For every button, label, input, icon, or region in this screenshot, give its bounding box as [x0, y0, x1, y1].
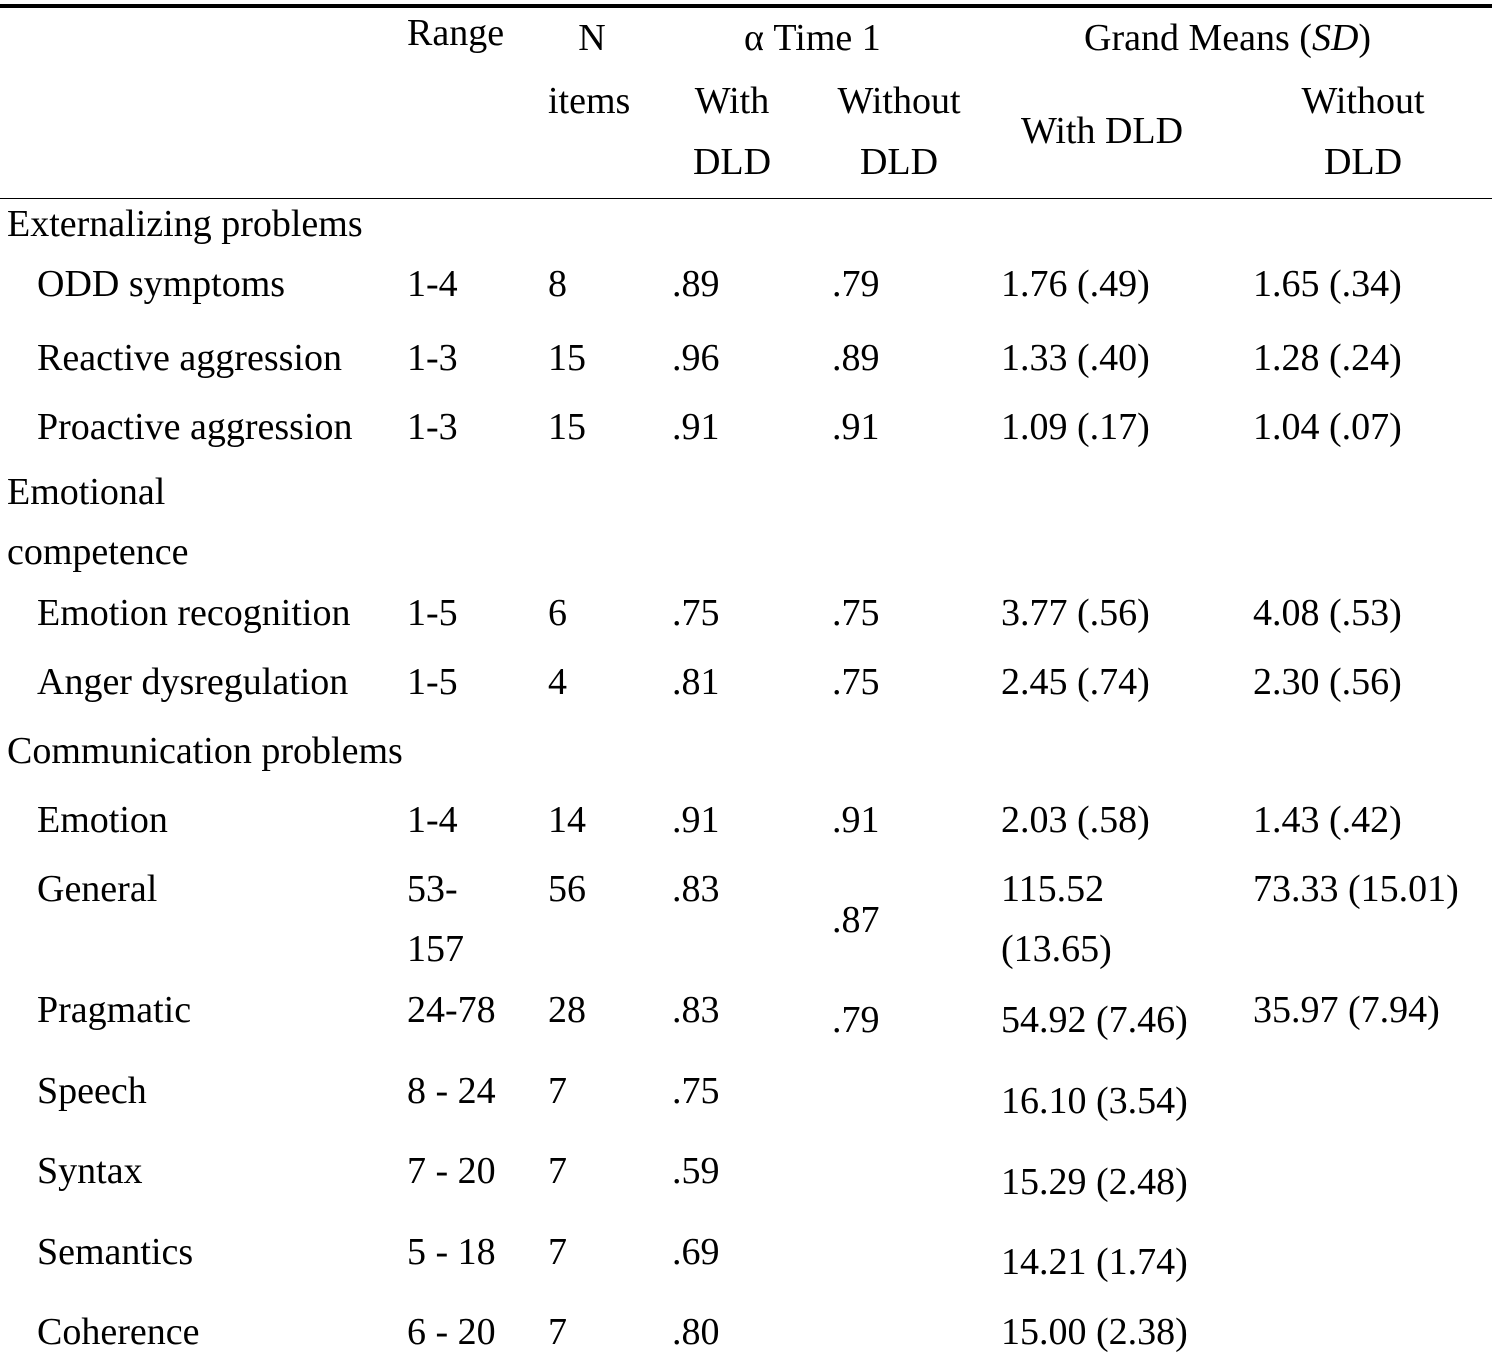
header-means-without-2: DLD [1323, 141, 1403, 183]
row-range: 1-4 [407, 263, 458, 305]
row-mean-with: 1.33 (.40) [1001, 337, 1150, 379]
row-label: Anger dysregulation [37, 661, 349, 703]
header-n-items-2: items [548, 80, 631, 122]
row-alpha-without: .79 [832, 263, 880, 305]
row-mean-without: 35.97 (7.94) [1253, 989, 1440, 1031]
row-alpha-without: .75 [832, 661, 880, 703]
table-top-rule [0, 4, 1492, 8]
header-alpha-time1: α Time 1 [744, 17, 881, 59]
section-title-line2: competence [7, 531, 189, 573]
header-means-without-1: Without [1301, 80, 1425, 122]
row-mean-with: 15.29 (2.48) [1001, 1161, 1188, 1203]
row-alpha-without: .89 [832, 337, 880, 379]
header-alpha-with-2: DLD [692, 141, 772, 183]
row-mean-with: 15.00 (2.38) [1001, 1311, 1188, 1353]
row-n: 6 [548, 592, 567, 634]
header-range: Range [407, 12, 505, 54]
row-mean-with: 2.03 (.58) [1001, 799, 1150, 841]
section-title-line1: Emotional [7, 471, 166, 513]
row-range: 1-5 [407, 592, 458, 634]
row-n: 7 [548, 1311, 567, 1353]
header-grand-means-prefix: Grand Means ( [1084, 17, 1312, 59]
header-grand-means-sd: SD [1311, 17, 1359, 59]
section-title: Communication problems [7, 730, 403, 772]
row-label: Emotion recognition [37, 592, 351, 634]
row-range: 1-4 [407, 799, 458, 841]
row-n: 15 [548, 406, 586, 448]
row-alpha-with: .91 [672, 406, 720, 448]
row-n: 7 [548, 1070, 567, 1112]
row-label: ODD symptoms [37, 263, 286, 305]
row-n: 7 [548, 1150, 567, 1192]
row-mean-without: 2.30 (.56) [1253, 661, 1402, 703]
row-alpha-without: .87 [832, 899, 880, 941]
row-alpha-with: .75 [672, 592, 720, 634]
row-alpha-with: .75 [672, 1070, 720, 1112]
row-range: 1-5 [407, 661, 458, 703]
row-mean-with: 1.76 (.49) [1001, 263, 1150, 305]
row-mean-with-line2: (13.65) [1001, 928, 1112, 970]
row-label: Pragmatic [37, 989, 192, 1031]
header-n-items-1: N [578, 17, 606, 59]
row-mean-with: 14.21 (1.74) [1001, 1241, 1188, 1283]
row-alpha-with: .69 [672, 1231, 720, 1273]
row-mean-without: 73.33 (15.01) [1253, 868, 1459, 910]
row-alpha-with: .96 [672, 337, 720, 379]
header-grand-means: Grand Means (SD) [1084, 8, 1371, 68]
table-header-rule [0, 198, 1492, 199]
row-label: Emotion [37, 799, 168, 841]
row-range: 7 - 20 [407, 1150, 496, 1192]
row-range: 1-3 [407, 406, 458, 448]
row-mean-without: 1.04 (.07) [1253, 406, 1402, 448]
row-n: 28 [548, 989, 586, 1031]
row-range-line2: 157 [407, 928, 464, 970]
header-alpha-with-1: With [694, 80, 770, 122]
row-n: 7 [548, 1231, 567, 1273]
row-label: Syntax [37, 1150, 143, 1192]
header-grand-means-suffix: ) [1358, 17, 1372, 59]
header-alpha-without-2: DLD [859, 141, 939, 183]
row-label: Coherence [37, 1311, 200, 1353]
row-n: 56 [548, 868, 586, 910]
row-n: 14 [548, 799, 586, 841]
row-label: Speech [37, 1070, 147, 1112]
row-mean-without: 4.08 (.53) [1253, 592, 1402, 634]
row-alpha-with: .91 [672, 799, 720, 841]
row-n: 8 [548, 263, 567, 305]
row-mean-with: 3.77 (.56) [1001, 592, 1150, 634]
row-alpha-without: .79 [832, 999, 880, 1041]
row-n: 4 [548, 661, 567, 703]
row-label: Proactive aggression [37, 406, 353, 448]
row-range: 6 - 20 [407, 1311, 496, 1353]
row-mean-without: 1.28 (.24) [1253, 337, 1402, 379]
row-mean-without: 1.65 (.34) [1253, 263, 1402, 305]
row-range: 5 - 18 [407, 1231, 496, 1273]
row-label: General [37, 868, 158, 910]
row-alpha-with: .89 [672, 263, 720, 305]
row-mean-with: 1.09 (.17) [1001, 406, 1150, 448]
header-alpha-without-1: Without [837, 80, 961, 122]
row-alpha-with: .59 [672, 1150, 720, 1192]
row-alpha-without: .91 [832, 406, 880, 448]
row-range-line1: 53- [407, 868, 458, 910]
row-mean-with-line1: 115.52 [1001, 868, 1105, 910]
row-alpha-with: .83 [672, 868, 720, 910]
row-mean-with: 2.45 (.74) [1001, 661, 1150, 703]
row-alpha-without: .91 [832, 799, 880, 841]
row-alpha-with: .80 [672, 1311, 720, 1353]
row-range: 1-3 [407, 337, 458, 379]
header-means-with: With DLD [1021, 110, 1184, 152]
row-range: 24-78 [407, 989, 496, 1031]
row-alpha-without: .75 [832, 592, 880, 634]
section-title: Externalizing problems [7, 203, 363, 245]
row-alpha-with: .81 [672, 661, 720, 703]
row-range: 8 - 24 [407, 1070, 496, 1112]
row-n: 15 [548, 337, 586, 379]
row-mean-with: 16.10 (3.54) [1001, 1080, 1188, 1122]
row-label: Reactive aggression [37, 337, 342, 379]
row-mean-with: 54.92 (7.46) [1001, 999, 1188, 1041]
row-mean-without: 1.43 (.42) [1253, 799, 1402, 841]
row-label: Semantics [37, 1231, 194, 1273]
row-alpha-with: .83 [672, 989, 720, 1031]
